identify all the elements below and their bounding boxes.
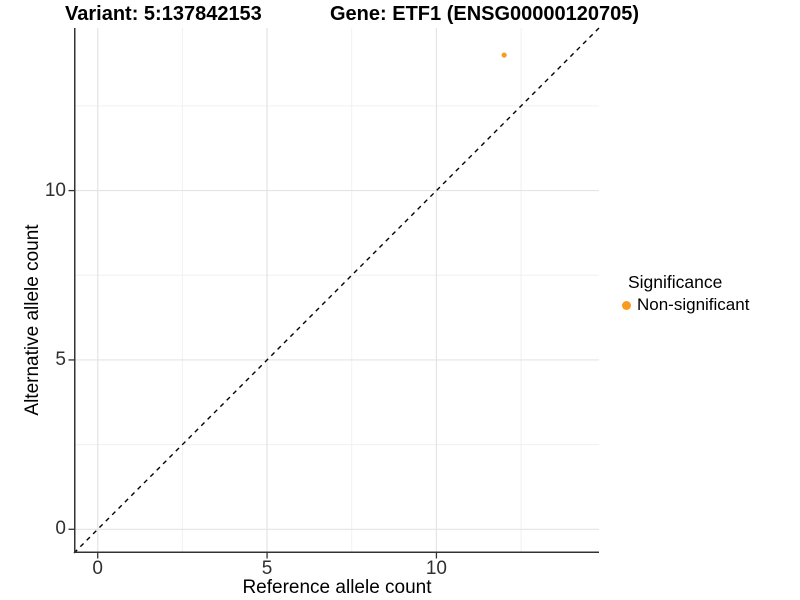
x-tick-label: 10 (425, 558, 447, 579)
y-tick-label: 10 (44, 179, 66, 201)
legend-item-label: Non-significant (637, 295, 750, 314)
x-tick-label: 0 (92, 558, 103, 579)
legend: Significance Non-significant (622, 272, 749, 315)
legend-items: Non-significant (622, 295, 749, 315)
x-axis-title: Reference allele count (242, 577, 432, 598)
plot-canvas (68, 27, 600, 559)
x-tick-label: 5 (261, 558, 273, 579)
y-axis-title: Alternative allele count (22, 224, 43, 416)
y-tick-label: 5 (55, 348, 66, 370)
plot-panel (68, 27, 600, 559)
data-point (501, 52, 507, 58)
variant-title: Variant: 5:137842153 (65, 3, 262, 25)
gene-title: Gene: ETF1 (ENSG00000120705) (330, 3, 640, 25)
legend-title: Significance (628, 272, 723, 292)
legend-item: Non-significant (622, 295, 749, 315)
identity-reference-line (73, 27, 600, 554)
y-tick-label: 0 (55, 518, 66, 540)
legend-key-dot-icon (622, 300, 631, 310)
